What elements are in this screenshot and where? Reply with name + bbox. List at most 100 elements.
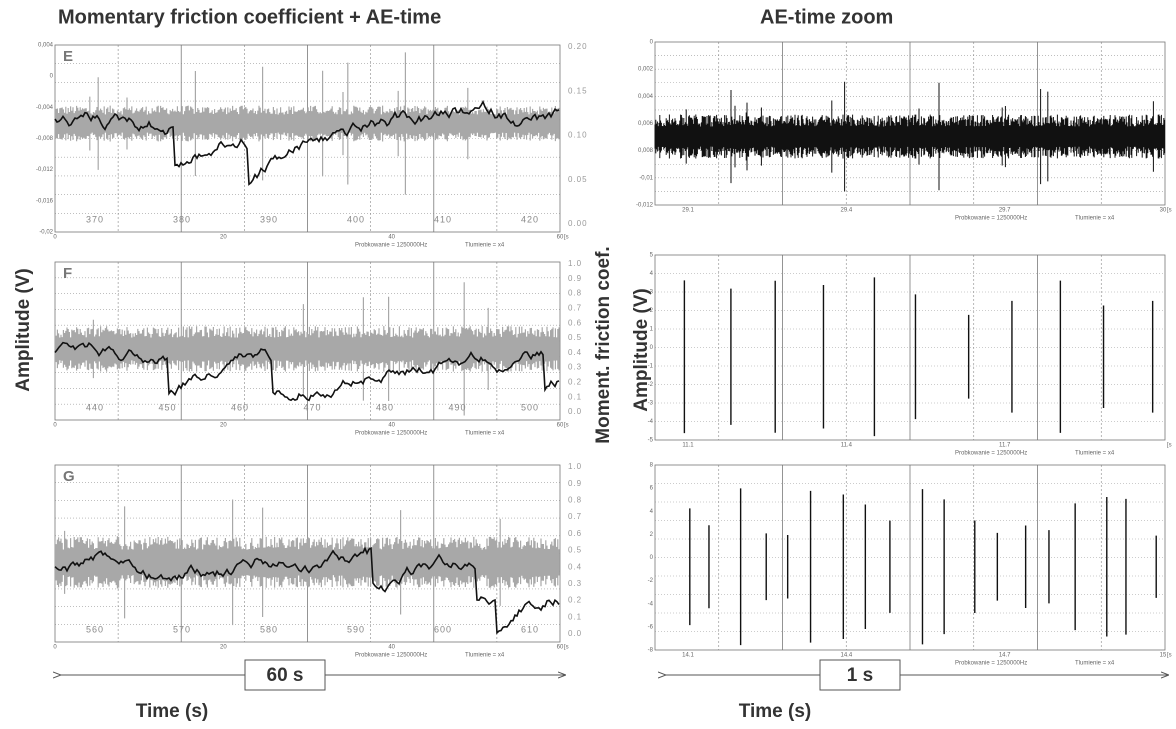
right-tick-label: 0.5 bbox=[568, 546, 582, 555]
bottom-tick-label: 29.7 bbox=[999, 208, 1011, 214]
left-tick-label: 6 bbox=[650, 486, 654, 492]
friction-curve bbox=[54, 546, 560, 635]
left-tick-label: -0,004 bbox=[36, 105, 54, 111]
bottom-tick-label: 40 bbox=[388, 235, 395, 241]
damping-note: Tlumienie = x4 bbox=[465, 653, 505, 659]
right-axis-label: Amplitude (V) bbox=[631, 288, 652, 412]
left-tick-label: 3 bbox=[650, 290, 654, 296]
left-tick-label: -2 bbox=[648, 578, 654, 584]
left-tick-label: -4 bbox=[648, 601, 654, 607]
ae-signal bbox=[654, 81, 1166, 192]
right-tick-label: 0.00 bbox=[568, 219, 588, 228]
right-tick-label: 0.4 bbox=[568, 562, 582, 571]
right-tick-label: 0.6 bbox=[568, 318, 582, 327]
left-tick-label: -4 bbox=[648, 419, 654, 425]
damping-note: Tlumienie = x4 bbox=[465, 431, 505, 437]
bottom-tick-label: 20 bbox=[220, 645, 227, 651]
left-tick-label: -0,008 bbox=[36, 136, 54, 142]
left-tick-label: 8 bbox=[650, 463, 654, 469]
bottom-tick-label: 0 bbox=[53, 235, 57, 241]
plot-frame bbox=[54, 44, 561, 233]
friction-curve bbox=[54, 341, 560, 402]
inner-tick-label: 570 bbox=[173, 624, 191, 634]
span-box bbox=[819, 659, 901, 691]
right-tick-label: 0.05 bbox=[568, 175, 588, 184]
sampling-note: Probkowanie = 1250000Hz bbox=[355, 243, 427, 249]
inner-tick-label: 450 bbox=[158, 402, 176, 412]
right-tick-label: 0.0 bbox=[568, 407, 582, 416]
left-tick-label: -6 bbox=[648, 624, 654, 630]
left-tick-label: 2 bbox=[650, 308, 654, 314]
ae-signal bbox=[689, 488, 1157, 646]
left-span: 60 s bbox=[267, 665, 304, 686]
ae-signal bbox=[54, 52, 560, 195]
right-title: AE-time zoom bbox=[760, 6, 893, 28]
inner-tick-label: 600 bbox=[434, 624, 452, 634]
right-time-label: Time (s) bbox=[739, 701, 812, 722]
bottom-tick-label: 40 bbox=[388, 423, 395, 429]
right-tick-label: 0.0 bbox=[568, 629, 582, 638]
left-tick-label: -0,02 bbox=[39, 230, 53, 236]
bottom-tick-label: 29.4 bbox=[840, 208, 852, 214]
inner-tick-label: 590 bbox=[347, 624, 365, 634]
left-tick-label: 0 bbox=[650, 555, 654, 561]
unit-label: [s bbox=[564, 423, 569, 429]
left-tick-label: 0,002 bbox=[638, 67, 654, 73]
right-tick-label: 0.3 bbox=[568, 579, 582, 588]
right-tick-label: 1.0 bbox=[568, 462, 582, 471]
middle-axis-label: Moment. friction coef. bbox=[593, 246, 614, 443]
right-tick-label: 0.8 bbox=[568, 289, 582, 298]
left-tick-label: 4 bbox=[650, 271, 654, 277]
bottom-tick-label: 20 bbox=[220, 423, 227, 429]
bottom-tick-label: 14.7 bbox=[999, 653, 1011, 659]
right-span: 1 s bbox=[847, 665, 873, 686]
left-tick-label: 0 bbox=[650, 345, 654, 351]
right-tick-label: 0.7 bbox=[568, 512, 582, 521]
panel-label: G bbox=[63, 468, 75, 485]
right-tick-label: 0.4 bbox=[568, 348, 582, 357]
left-tick-label: 0 bbox=[650, 40, 654, 46]
left-axis-label: Amplitude (V) bbox=[13, 268, 34, 392]
damping-note: Tlumienie = x4 bbox=[1075, 661, 1115, 667]
left-time-label: Time (s) bbox=[136, 701, 209, 722]
right-tick-label: 1.0 bbox=[568, 259, 582, 268]
unit-label: [s bbox=[1167, 208, 1172, 214]
right-tick-label: 0.5 bbox=[568, 333, 582, 342]
panel-label: E bbox=[63, 48, 73, 65]
left-tick-label: 1 bbox=[650, 327, 654, 333]
bottom-tick-label: 60 bbox=[557, 235, 564, 241]
bottom-tick-label: 60 bbox=[557, 423, 564, 429]
sampling-note: Probkowanie = 1250000Hz bbox=[955, 661, 1027, 667]
left-tick-label: -0,012 bbox=[636, 203, 654, 209]
bottom-tick-label: 30 bbox=[1160, 208, 1167, 214]
right-tick-label: 0.1 bbox=[568, 612, 582, 621]
left-tick-label: 0,004 bbox=[638, 94, 654, 100]
inner-tick-label: 400 bbox=[347, 214, 365, 224]
sampling-note: Probkowanie = 1250000Hz bbox=[955, 216, 1027, 222]
unit-label: [s bbox=[1167, 653, 1172, 659]
left-tick-label: -0,012 bbox=[36, 167, 54, 173]
inner-tick-label: 370 bbox=[86, 214, 104, 224]
bottom-tick-label: 11.1 bbox=[682, 443, 694, 449]
right-tick-label: 0.20 bbox=[568, 42, 588, 51]
left-tick-label: 0,006 bbox=[638, 121, 654, 127]
bottom-tick-label: 14.4 bbox=[840, 653, 852, 659]
plot-frame bbox=[654, 254, 1166, 441]
sampling-note: Probkowanie = 1250000Hz bbox=[955, 451, 1027, 457]
bottom-tick-label: 0 bbox=[53, 645, 57, 651]
inner-tick-label: 480 bbox=[376, 402, 394, 412]
inner-tick-label: 460 bbox=[231, 402, 249, 412]
left-tick-label: -3 bbox=[648, 401, 654, 407]
inner-tick-label: 580 bbox=[260, 624, 278, 634]
unit-label: [s bbox=[1167, 443, 1172, 449]
left-tick-label: -5 bbox=[648, 438, 654, 444]
sampling-note: Probkowanie = 1250000Hz bbox=[355, 431, 427, 437]
left-tick-label: -0,01 bbox=[639, 175, 653, 181]
bottom-tick-label: 0 bbox=[53, 423, 57, 429]
bottom-tick-label: 60 bbox=[557, 645, 564, 651]
unit-label: [s bbox=[564, 645, 569, 651]
unit-label: [s bbox=[564, 235, 569, 241]
inner-tick-label: 610 bbox=[521, 624, 539, 634]
friction-curve bbox=[54, 99, 560, 186]
ae-signal bbox=[54, 282, 560, 416]
